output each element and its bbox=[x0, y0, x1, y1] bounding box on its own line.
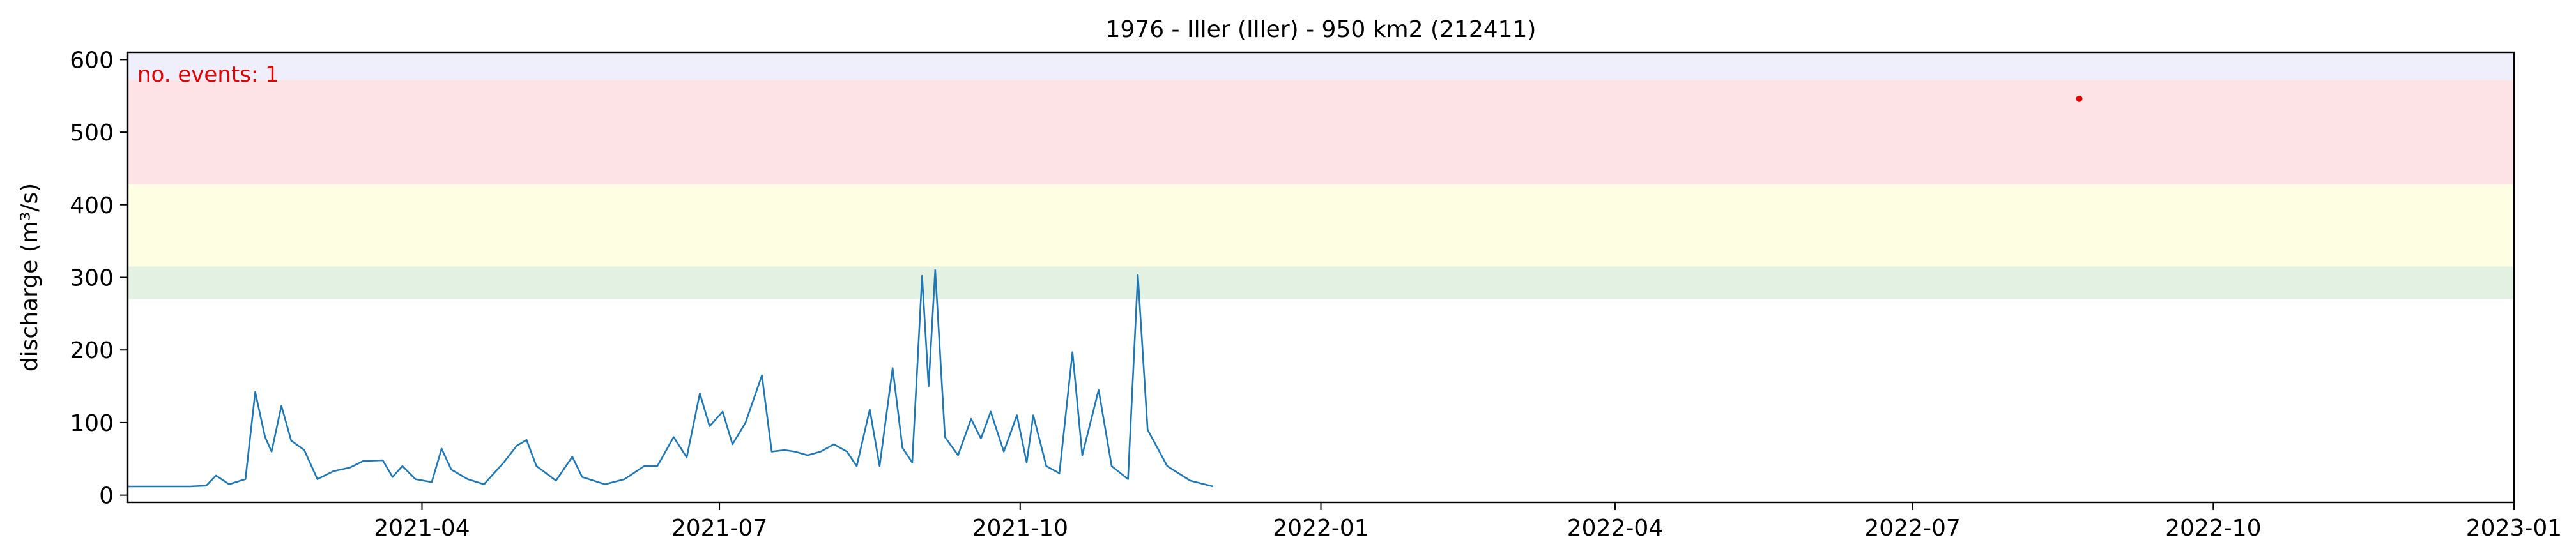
events-layer bbox=[2076, 95, 2083, 102]
threshold-band-3 bbox=[128, 52, 2514, 80]
y-tick-label: 600 bbox=[70, 47, 114, 73]
plot-frame bbox=[126, 51, 2515, 504]
y-tick-label: 100 bbox=[70, 410, 114, 437]
axis-ticks: 0 100 200 300 400 500 600 2021-04 2021-07 2021-10… bbox=[70, 47, 2562, 541]
series-layer bbox=[128, 269, 1214, 488]
series-line-0 bbox=[128, 269, 1214, 488]
chart-title: 1976 - Iller (Iller) - 950 km2 (212411) bbox=[1106, 17, 1537, 43]
y-axis-label: discharge (m³/s) bbox=[17, 183, 43, 372]
y-tick-label: 500 bbox=[70, 120, 114, 146]
events-annotation: no. events: 1 bbox=[137, 62, 279, 87]
threshold-band-0 bbox=[128, 266, 2514, 299]
y-tick-label: 200 bbox=[70, 338, 114, 364]
event-marker-0 bbox=[2076, 95, 2083, 102]
x-tick-label: 2022-07 bbox=[1864, 515, 1960, 541]
threshold-band-1 bbox=[128, 184, 2514, 267]
x-tick-label: 2022-01 bbox=[1273, 515, 1368, 541]
x-tick-label: 2022-10 bbox=[2165, 515, 2261, 541]
threshold-band-2 bbox=[128, 80, 2514, 184]
x-tick-label: 2021-04 bbox=[374, 515, 470, 541]
x-tick-label: 2023-01 bbox=[2466, 515, 2562, 541]
y-tick-label: 400 bbox=[70, 193, 114, 219]
x-tick-label: 2022-04 bbox=[1567, 515, 1663, 541]
y-tick-label: 0 bbox=[99, 483, 114, 509]
x-tick-label: 2021-07 bbox=[671, 515, 767, 541]
x-tick-label: 2021-10 bbox=[972, 515, 1068, 541]
y-tick-label: 300 bbox=[70, 266, 114, 292]
threshold-bands bbox=[128, 52, 2514, 299]
